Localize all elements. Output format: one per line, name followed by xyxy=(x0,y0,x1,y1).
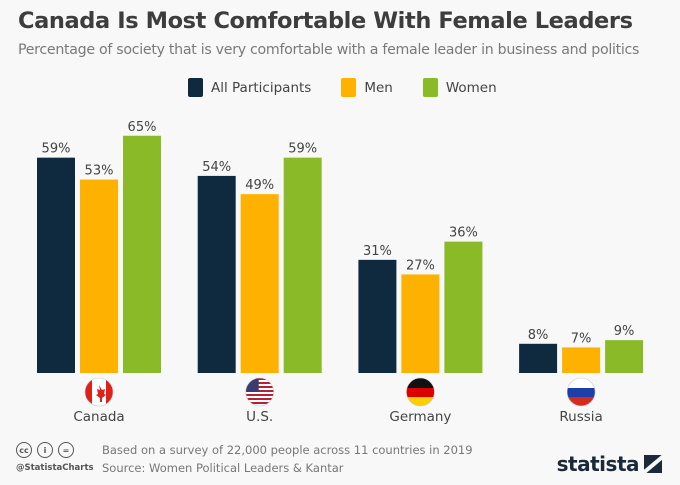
bar-canada-all-participants xyxy=(37,157,75,373)
bar-russia-all-participants xyxy=(519,343,558,373)
legend-swatch-men xyxy=(341,78,357,97)
attribution-icon: i xyxy=(37,442,53,458)
statista-logo: statista xyxy=(557,452,662,476)
russia-flag-icon xyxy=(566,377,596,407)
legend-item-men: Men xyxy=(341,78,393,97)
data-label: 59% xyxy=(288,142,317,157)
us-flag-icon xyxy=(245,377,275,407)
data-label: 9% xyxy=(614,324,635,339)
data-label: 27% xyxy=(406,258,435,273)
chart-title: Canada Is Most Comfortable With Female L… xyxy=(18,8,633,34)
legend-label-men: Men xyxy=(364,79,393,96)
bar-us-all-participants xyxy=(197,175,236,373)
bar-germany-women xyxy=(444,241,483,373)
data-label: 36% xyxy=(449,226,478,241)
canada-flag-icon xyxy=(84,377,114,407)
category-label: Germany xyxy=(389,409,451,425)
statista-logo-text: statista xyxy=(556,452,640,476)
category-label: U.S. xyxy=(246,409,273,425)
data-label: 59% xyxy=(42,142,71,157)
creative-commons-icon: cc xyxy=(16,442,32,458)
license-icons: cc i = xyxy=(16,442,79,458)
data-label: 31% xyxy=(363,244,392,259)
data-label: 8% xyxy=(528,328,549,343)
chart-subtitle: Percentage of society that is very comfo… xyxy=(18,42,640,58)
twitter-handle: @StatistaCharts xyxy=(16,463,94,473)
legend-item-women: Women xyxy=(422,78,497,97)
legend-swatch-women xyxy=(422,78,438,97)
category-label: Canada xyxy=(73,409,124,425)
legend-swatch-all xyxy=(188,78,203,97)
source-note: Source: Women Political Leaders & Kantar xyxy=(102,461,344,475)
bar-germany-all-participants xyxy=(358,259,397,373)
category-label: Russia xyxy=(559,409,602,425)
bar-us-women xyxy=(283,157,322,373)
bar-germany-men xyxy=(401,274,440,373)
bar-us-men xyxy=(240,194,279,373)
bar-russia-women xyxy=(605,340,644,373)
germany-flag-icon xyxy=(406,377,435,407)
legend: All Participants Men Women xyxy=(188,78,527,97)
data-label: 7% xyxy=(571,331,592,346)
legend-item-all: All Participants xyxy=(188,78,311,97)
bar-russia-men xyxy=(562,347,601,373)
statista-logo-icon xyxy=(644,455,662,473)
data-label: 49% xyxy=(245,178,274,193)
bar-canada-men xyxy=(80,179,118,373)
no-derivatives-icon: = xyxy=(58,442,74,458)
legend-label-women: Women xyxy=(445,79,497,96)
legend-label-all: All Participants xyxy=(211,79,312,96)
survey-note: Based on a survey of 22,000 people acros… xyxy=(102,443,473,457)
data-label: 65% xyxy=(128,120,157,135)
data-label: 54% xyxy=(202,160,231,175)
data-label: 53% xyxy=(85,164,114,179)
bar-canada-women xyxy=(123,135,161,373)
